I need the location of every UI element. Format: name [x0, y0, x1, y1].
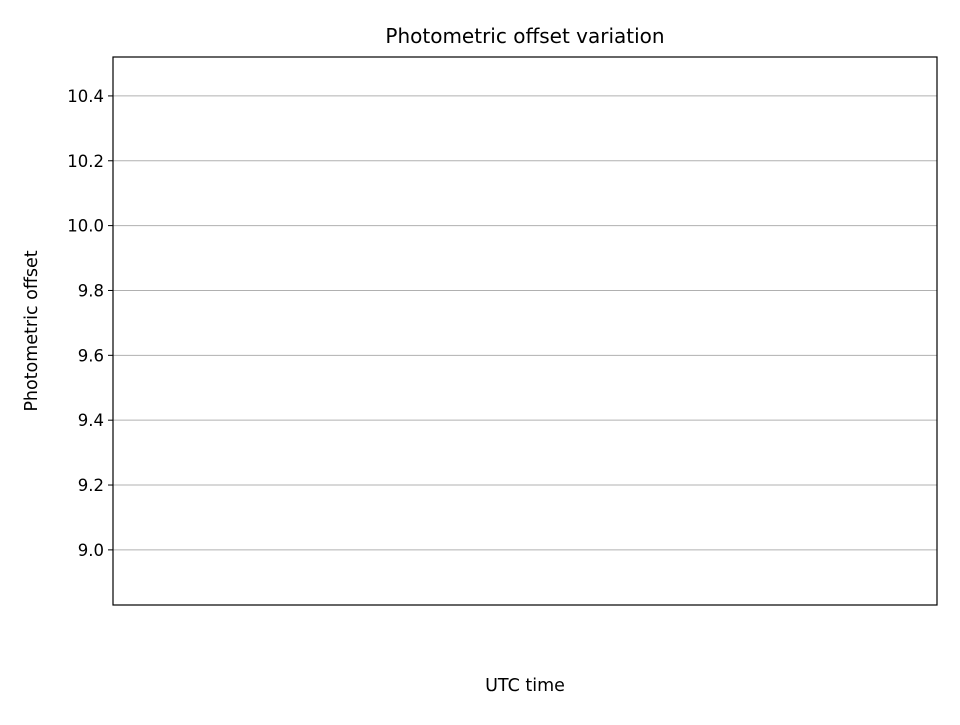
grid-lines — [113, 95, 937, 551]
y-tick-label: 9.4 — [78, 411, 104, 430]
y-tick-label: 10.2 — [67, 152, 104, 171]
y-tick-label: 9.6 — [78, 346, 104, 365]
y-tick-label: 10.0 — [67, 217, 104, 236]
x-axis-label: UTC time — [485, 676, 565, 696]
plot-frame — [112, 56, 938, 606]
y-tick-label: 9.8 — [78, 281, 104, 300]
y-axis-ticks: 9.0 9.2 9.4 9.6 9.8 10.0 10.2 10.4 — [67, 87, 113, 560]
y-axis-label: Photometric offset — [22, 250, 42, 411]
y-tick-label: 9.2 — [78, 476, 104, 495]
chart-title: Photometric offset variation — [385, 24, 664, 48]
y-tick-label: 9.0 — [78, 541, 104, 560]
y-tick-label: 10.4 — [67, 87, 104, 106]
